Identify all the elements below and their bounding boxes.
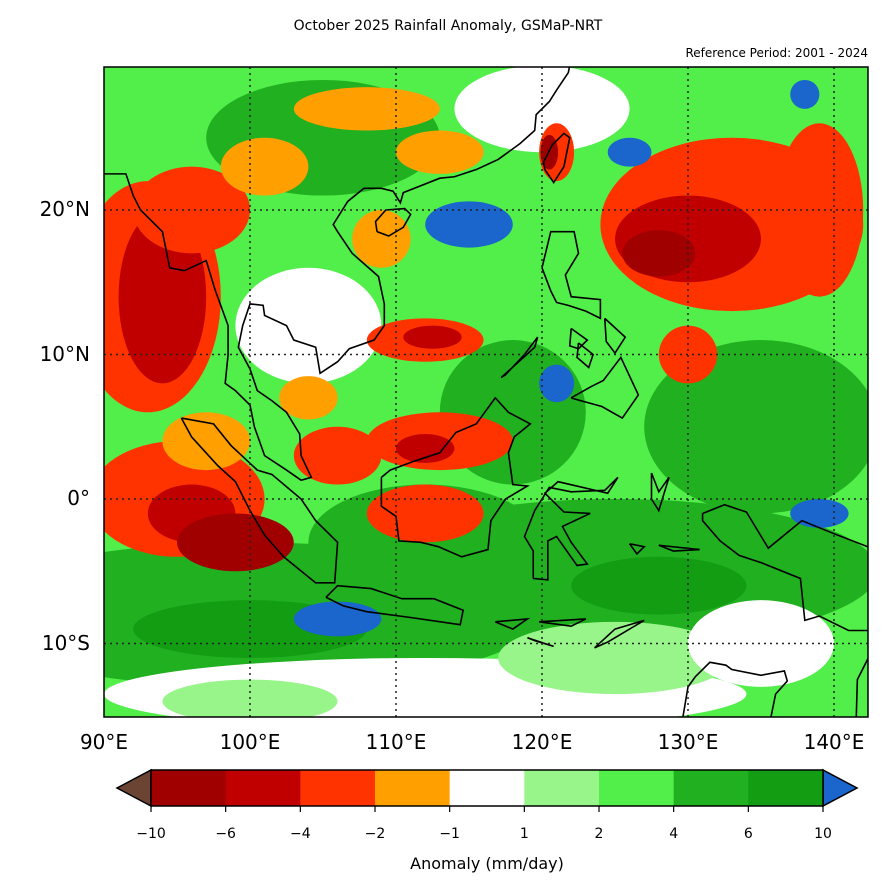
- coastline: [855, 656, 868, 717]
- colorbar-segment: [225, 770, 301, 806]
- lon-tick-label: 120°E: [511, 730, 573, 754]
- anomaly-region: [622, 230, 696, 277]
- anomaly-region: [352, 210, 411, 268]
- anomaly-region: [396, 130, 484, 174]
- coastline: [325, 584, 465, 626]
- coastline: [658, 544, 700, 552]
- anomaly-region: [425, 201, 513, 248]
- lon-tick-label: 100°E: [219, 730, 281, 754]
- lat-tick-label: 0°: [67, 486, 90, 510]
- colorbar-tick-label: 10: [814, 826, 832, 842]
- colorbar-tick-label: 4: [669, 826, 679, 842]
- coastline: [603, 317, 627, 355]
- colorbar-tick-label: 2: [594, 826, 604, 842]
- anomaly-region: [396, 433, 455, 463]
- anomaly-region: [366, 484, 484, 543]
- anomaly-region: [607, 137, 652, 167]
- anomaly-field: [104, 67, 868, 717]
- colorbar-under-arrow: [115, 768, 152, 808]
- map-frame: [103, 66, 869, 718]
- colorbar-segment: [524, 770, 600, 806]
- lon-tick-label: 90°E: [79, 730, 129, 754]
- colorbar-tick-label: −4: [290, 826, 311, 842]
- colorbar-tick-label: 6: [743, 826, 753, 842]
- colorbar-tick-label: 1: [519, 826, 529, 842]
- anomaly-region: [790, 79, 820, 109]
- reference-period: Reference Period: 2001 - 2024: [685, 46, 868, 60]
- coastline: [104, 67, 571, 482]
- colorbar-over-arrow: [822, 768, 859, 808]
- coastline: [527, 636, 554, 648]
- colorbar-outline: [150, 769, 824, 807]
- anomaly-region: [220, 137, 309, 196]
- coastline: [494, 617, 531, 630]
- anomaly-region: [571, 556, 747, 615]
- anomaly-region: [293, 426, 382, 485]
- coastline: [628, 543, 646, 556]
- colorbar-label: Anomaly (mm/day): [410, 854, 564, 873]
- anomaly-region: [539, 364, 575, 403]
- anomaly-region: [279, 376, 338, 420]
- coastline: [682, 661, 789, 717]
- lat-tick-label: 20°N: [39, 197, 90, 221]
- anomaly-region: [293, 601, 382, 637]
- lon-tick-label: 110°E: [365, 730, 427, 754]
- coastline: [650, 472, 670, 513]
- colorbar-segment: [673, 770, 749, 806]
- coastline: [180, 417, 339, 584]
- lon-tick-label: 130°E: [657, 730, 719, 754]
- colorbar-segment: [300, 770, 376, 806]
- anomaly-region: [162, 412, 250, 471]
- coastline: [500, 336, 539, 379]
- anomaly-region: [403, 325, 462, 349]
- colorbar-segment: [151, 770, 227, 806]
- coastline: [570, 355, 640, 420]
- coastline: [538, 618, 587, 627]
- coastline: [542, 132, 571, 185]
- colorbar-segment: [599, 770, 675, 806]
- coastline: [541, 230, 602, 320]
- anomaly-region: [293, 87, 440, 131]
- colorbar-tick-label: −1: [439, 826, 460, 842]
- coastline: [523, 476, 619, 581]
- lat-tick-label: 10°S: [41, 630, 90, 655]
- gridlines: [104, 67, 868, 717]
- colorbar-segment: [449, 770, 525, 806]
- anomaly-region: [235, 267, 382, 384]
- colorbar-tick-label: −2: [364, 826, 386, 842]
- anomaly-region: [498, 621, 732, 695]
- coastline: [374, 207, 412, 237]
- lat-tick-label: 10°N: [39, 341, 90, 366]
- colorbar: [115, 768, 859, 812]
- colorbar-tick-label: −6: [215, 826, 236, 842]
- coastline: [380, 396, 532, 558]
- map-title: October 2025 Rainfall Anomaly, GSMaP-NRT: [293, 18, 603, 34]
- anomaly-region: [118, 210, 207, 384]
- colorbar-segment: [375, 770, 451, 806]
- colorbar-tick-label: −10: [136, 826, 166, 842]
- anomaly-region: [177, 513, 294, 572]
- anomaly-region: [644, 340, 868, 514]
- coastline: [576, 342, 595, 369]
- colorbar-segment: [748, 770, 824, 806]
- lon-tick-label: 140°E: [803, 730, 865, 754]
